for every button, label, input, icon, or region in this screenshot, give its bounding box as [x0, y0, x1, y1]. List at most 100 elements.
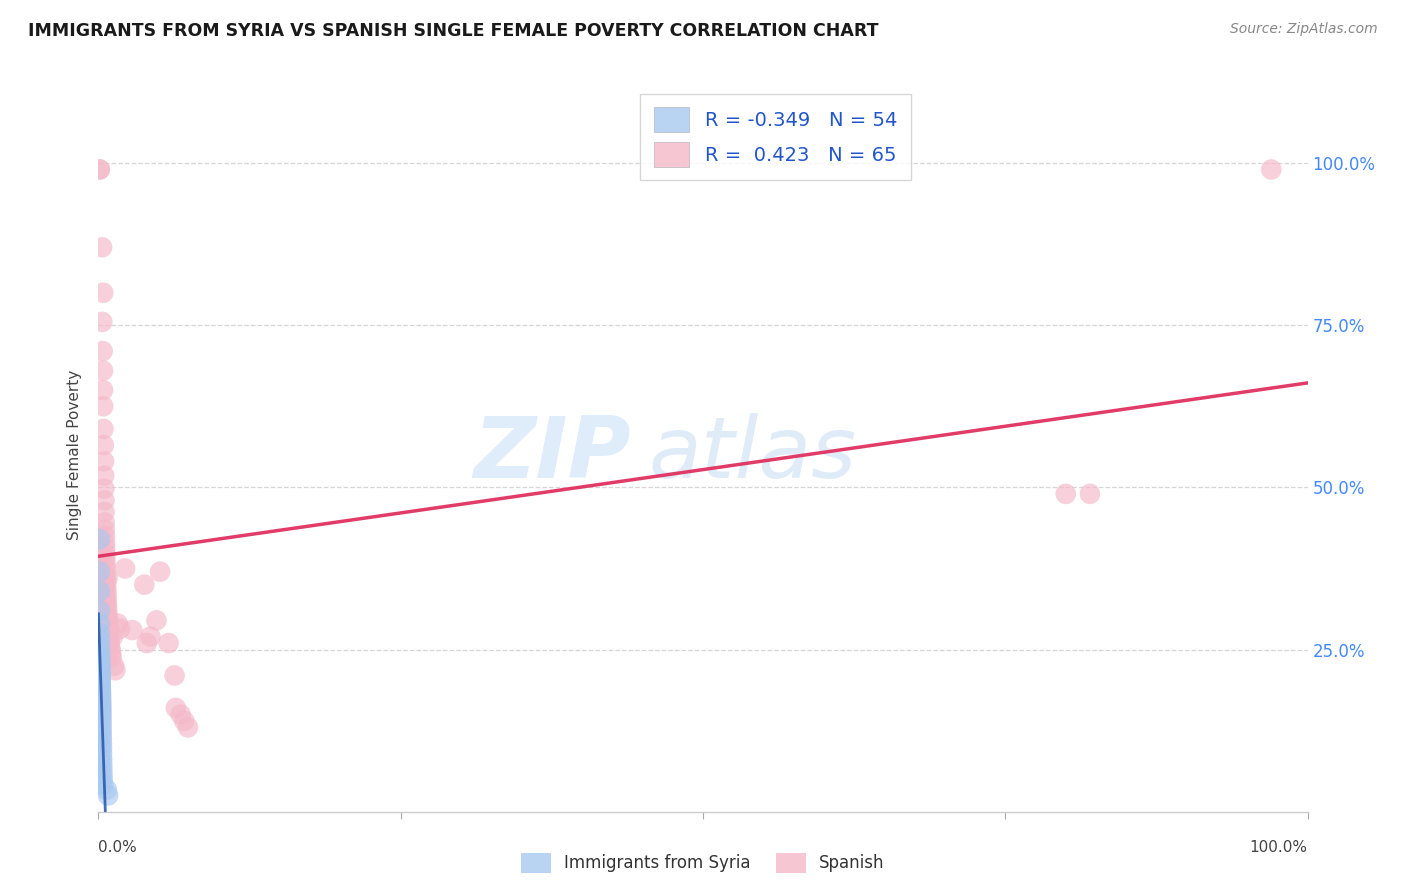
Point: [89, 654, 111, 668]
Point: [90, 694, 112, 708]
Point: [89, 604, 111, 618]
Point: [90, 699, 112, 714]
Point: [93, 468, 115, 483]
Point: [89, 657, 111, 671]
Point: [89, 640, 111, 654]
Point: [89, 662, 111, 676]
Point: [149, 565, 172, 579]
Point: [107, 616, 129, 631]
Point: [89, 632, 111, 647]
Point: [90, 723, 112, 737]
Point: [90, 691, 112, 706]
Point: [93, 516, 115, 530]
Point: [94, 535, 117, 549]
Text: atlas: atlas: [648, 413, 856, 497]
Point: [93, 438, 115, 452]
Point: [94, 523, 117, 537]
Point: [100, 646, 122, 660]
Point: [96, 588, 118, 602]
Point: [90, 673, 112, 687]
Point: [90, 705, 112, 719]
Point: [91, 741, 114, 756]
Point: [90, 682, 112, 697]
Legend: R = -0.349   N = 54, R =  0.423   N = 65: R = -0.349 N = 54, R = 0.423 N = 65: [641, 94, 911, 180]
Point: [100, 650, 122, 665]
Point: [94, 541, 117, 556]
Point: [89, 648, 111, 662]
Text: 100.0%: 100.0%: [1250, 840, 1308, 855]
Point: [103, 658, 125, 673]
Point: [100, 641, 122, 656]
Point: [90, 714, 112, 728]
Point: [169, 707, 191, 722]
Point: [89, 565, 111, 579]
Point: [91, 383, 114, 397]
Point: [91, 777, 114, 791]
Point: [93, 493, 115, 508]
Point: [91, 772, 114, 787]
Point: [93, 482, 115, 496]
Point: [96, 782, 118, 797]
Point: [101, 630, 124, 644]
Point: [97, 624, 120, 639]
Point: [173, 714, 195, 728]
Point: [98, 633, 121, 648]
Point: [90, 678, 112, 692]
Point: [89, 665, 111, 679]
Point: [1260, 162, 1282, 177]
Point: [90, 690, 112, 704]
Point: [96, 597, 118, 611]
Point: [93, 505, 115, 519]
Point: [90, 676, 112, 690]
Point: [91, 344, 114, 359]
Point: [97, 789, 120, 803]
Point: [89, 644, 111, 658]
Point: [91, 751, 114, 765]
Point: [91, 363, 114, 377]
Point: [104, 663, 127, 677]
Point: [90, 718, 112, 732]
Point: [96, 606, 118, 620]
Point: [96, 601, 118, 615]
Point: [93, 454, 115, 468]
Point: [1078, 487, 1101, 501]
Point: [94, 568, 117, 582]
Point: [97, 611, 120, 625]
Point: [94, 574, 117, 588]
Point: [91, 240, 114, 254]
Y-axis label: Single Female Poverty: Single Female Poverty: [67, 370, 83, 540]
Point: [90, 674, 112, 689]
Point: [90, 686, 112, 700]
Point: [89, 162, 111, 177]
Point: [90, 732, 112, 747]
Point: [93, 422, 115, 436]
Point: [90, 702, 112, 716]
Point: [90, 698, 112, 712]
Point: [94, 551, 117, 566]
Point: [90, 707, 112, 722]
Point: [157, 636, 180, 650]
Point: [89, 162, 111, 177]
Point: [89, 533, 111, 547]
Point: [91, 399, 114, 413]
Point: [90, 688, 112, 702]
Point: [98, 629, 121, 643]
Point: [135, 636, 157, 650]
Point: [97, 615, 120, 630]
Point: [96, 583, 118, 598]
Point: [94, 557, 117, 571]
Point: [114, 561, 136, 575]
Point: [89, 584, 111, 599]
Point: [90, 670, 112, 684]
Point: [94, 547, 117, 561]
Point: [145, 613, 167, 627]
Point: [90, 684, 112, 698]
Point: [90, 727, 112, 741]
Point: [108, 622, 131, 636]
Point: [89, 650, 111, 665]
Point: [89, 666, 111, 681]
Text: IMMIGRANTS FROM SYRIA VS SPANISH SINGLE FEMALE POVERTY CORRELATION CHART: IMMIGRANTS FROM SYRIA VS SPANISH SINGLE …: [28, 22, 879, 40]
Point: [121, 623, 143, 637]
Point: [94, 529, 117, 543]
Point: [96, 592, 118, 607]
